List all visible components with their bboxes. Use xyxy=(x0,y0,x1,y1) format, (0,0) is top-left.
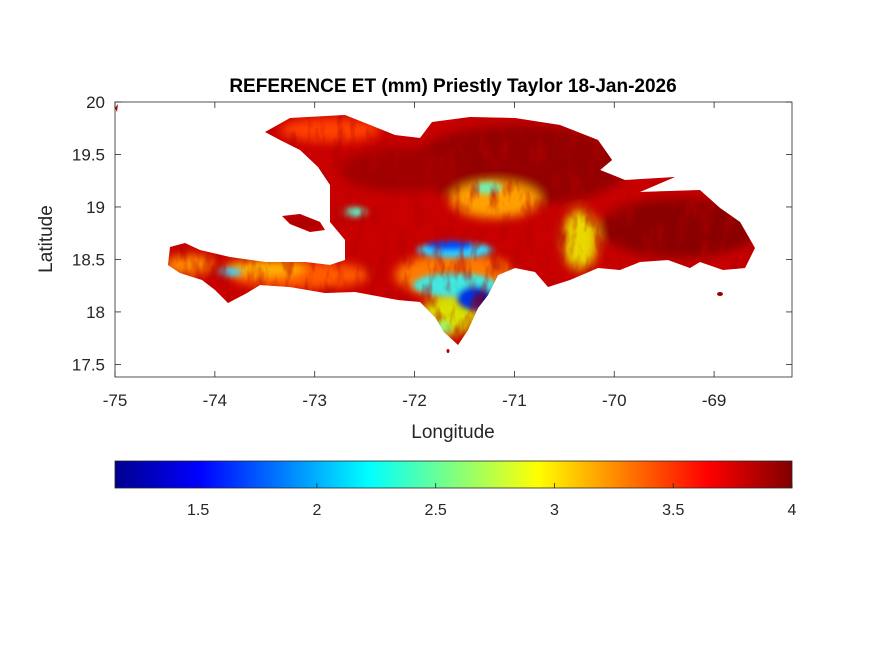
y-tick-label: 17.5 xyxy=(72,355,105,374)
chart-title: REFERENCE ET (mm) Priestly Taylor 18-Jan… xyxy=(229,76,676,97)
y-tick-label: 20 xyxy=(86,93,105,112)
y-axis: 17.5 18 18.5 19 19.5 20 xyxy=(72,93,792,374)
y-tick-label: 19 xyxy=(86,198,105,217)
colorbar-tick-label: 1.5 xyxy=(187,502,209,519)
axes-frame xyxy=(114,101,793,378)
colorbar-tick-label: 2.5 xyxy=(425,502,447,519)
islet-coast xyxy=(446,349,450,353)
x-axis: -75 -74 -73 -72 -71 -70 -69 xyxy=(103,102,727,410)
x-tick-label: -70 xyxy=(602,391,627,410)
x-tick-label: -72 xyxy=(402,391,427,410)
x-tick-label: -75 xyxy=(103,391,128,410)
x-tick-label: -74 xyxy=(203,391,228,410)
colorbar-ticks: 1.5 2 2.5 3 3.5 4 xyxy=(187,483,797,519)
islet-south xyxy=(717,292,723,296)
islet-northwest xyxy=(115,104,118,112)
colorbar-tick-label: 4 xyxy=(788,502,797,519)
colorbar-tick-label: 3 xyxy=(550,502,559,519)
colorbar xyxy=(114,460,793,489)
y-axis-label: Latitude xyxy=(36,205,57,273)
y-tick-label: 19.5 xyxy=(72,145,105,164)
y-tick-label: 18.5 xyxy=(72,250,105,269)
y-tick-label: 18 xyxy=(86,303,105,322)
colorbar-tick-label: 3.5 xyxy=(662,502,684,519)
x-tick-label: -73 xyxy=(302,391,327,410)
x-axis-label: Longitude xyxy=(411,422,494,443)
x-tick-label: -69 xyxy=(702,391,727,410)
x-tick-label: -71 xyxy=(502,391,527,410)
colorbar-tick-label: 2 xyxy=(312,502,321,519)
